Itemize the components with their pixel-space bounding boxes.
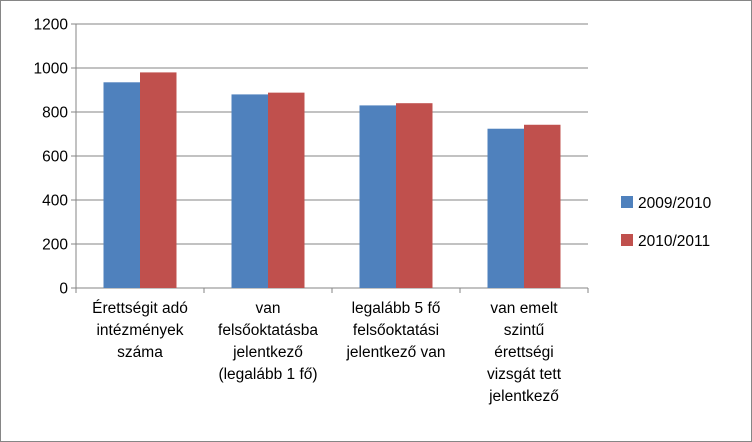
x-category-label: intézmények xyxy=(96,322,183,339)
bar-2009-2010-2 xyxy=(359,105,396,289)
legend-label: 2010/2011 xyxy=(638,233,710,250)
bar-2009-2010-0 xyxy=(103,82,140,288)
x-category-label: legalább 5 fő xyxy=(352,300,441,317)
y-tick-label: 1000 xyxy=(34,61,69,78)
legend: 2009/2010 2010/2011 xyxy=(621,195,712,250)
x-category-label: érettségi xyxy=(494,344,553,361)
x-category-label: szintű xyxy=(504,322,545,339)
y-tick-label: 800 xyxy=(42,105,68,122)
y-tick-label: 400 xyxy=(42,193,68,210)
bar-2010-2011-3 xyxy=(524,124,561,288)
x-category-label: száma xyxy=(117,344,163,361)
y-tick-label: 0 xyxy=(59,281,68,298)
legend-label: 2009/2010 xyxy=(638,195,712,212)
bar-2009-2010-3 xyxy=(487,128,524,288)
x-category-label: vizsgát tett xyxy=(487,366,562,383)
y-tick-label: 1200 xyxy=(34,17,69,34)
bars xyxy=(103,72,561,289)
x-category-label: van xyxy=(256,300,281,317)
x-category-label: jelentkező xyxy=(488,388,559,405)
bar-2009-2010-1 xyxy=(231,94,268,289)
x-category-label: jelentkező van xyxy=(345,344,445,361)
legend-swatch xyxy=(621,234,633,246)
x-category-label: felsőoktatásba xyxy=(218,322,318,339)
bar-2010-2011-2 xyxy=(396,103,433,288)
x-category-labels: Érettségit adó intézmények száma van felsőok… xyxy=(92,300,562,405)
x-category-label: jelentkező xyxy=(232,344,303,361)
x-category-label: felsőoktatási xyxy=(353,322,439,339)
x-category-label: (legalább 1 fő) xyxy=(218,366,317,383)
bar-2010-2011-1 xyxy=(268,92,305,288)
x-category-label: van emelt xyxy=(490,300,558,317)
y-tick-label: 600 xyxy=(42,149,68,166)
y-tick-labels: 0 200 400 600 800 1000 1200 xyxy=(34,17,69,298)
y-tick-label: 200 xyxy=(42,237,68,254)
bar-2010-2011-0 xyxy=(140,72,177,289)
legend-swatch xyxy=(621,196,633,208)
x-category-label: Érettségit adó xyxy=(92,300,188,317)
